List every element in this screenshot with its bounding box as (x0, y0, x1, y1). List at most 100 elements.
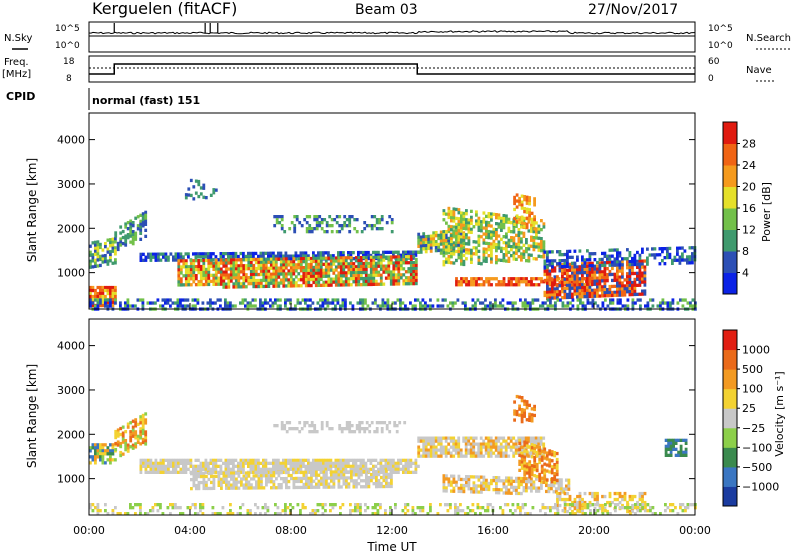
heatmap-cell (284, 304, 287, 308)
heatmap-cell (409, 464, 413, 468)
heatmap-cell (242, 270, 246, 274)
heatmap-cell (111, 246, 115, 250)
heatmap-cell (184, 467, 188, 471)
heatmap-cell (224, 282, 228, 286)
heatmap-cell (142, 461, 145, 465)
heatmap-cell (507, 277, 511, 281)
heatmap-cell (227, 458, 230, 462)
heatmap-cell (451, 304, 455, 308)
heatmap-cell (96, 443, 100, 447)
colorbar-tick-label: 8 (742, 245, 749, 258)
heatmap-cell (240, 477, 243, 481)
heatmap-cell (560, 490, 563, 494)
heatmap-cell (500, 488, 503, 492)
heatmap-cell (517, 249, 521, 253)
heatmap-cell (212, 480, 216, 484)
heatmap-cell (598, 285, 602, 289)
heatmap-cell (91, 443, 95, 447)
heatmap-cell (596, 260, 599, 265)
heatmap-cell (182, 464, 185, 468)
heatmap-cell (469, 442, 473, 446)
heatmap-cell (535, 489, 538, 493)
beam-title: Beam 03 (355, 2, 418, 18)
heatmap-cell (445, 245, 448, 249)
heatmap-cell (581, 277, 584, 281)
heatmap-cell (469, 448, 473, 452)
heatmap-cell (409, 279, 413, 283)
heatmap-cell (192, 259, 196, 263)
heatmap-cell (497, 246, 501, 250)
heatmap-cell (567, 478, 571, 482)
heatmap-cell (192, 467, 195, 471)
heatmap-cell (465, 475, 468, 479)
heatmap-cell (141, 428, 145, 433)
heatmap-cell (379, 470, 383, 474)
heatmap-cell (611, 266, 614, 271)
heatmap-cell (377, 253, 380, 258)
heatmap-cell (289, 278, 293, 282)
heatmap-cell (297, 284, 301, 288)
heatmap-cell (273, 224, 277, 228)
heatmap-cell (464, 442, 468, 446)
heatmap-cell (214, 255, 218, 259)
heatmap-cell (422, 247, 426, 251)
heatmap-cell (523, 440, 527, 444)
heatmap-cell (154, 252, 158, 256)
heatmap-cell (502, 451, 506, 455)
colorbar-tick-label: 24 (742, 159, 756, 172)
heatmap-cell (523, 207, 526, 211)
heatmap-cell (598, 288, 602, 292)
heatmap-cell (272, 474, 276, 478)
heatmap-cell (189, 262, 193, 266)
heatmap-cell (284, 458, 288, 462)
heatmap-cell (538, 460, 542, 465)
heatmap-cell (501, 298, 505, 302)
heatmap-cell (162, 467, 165, 471)
heatmap-cell (539, 439, 543, 443)
heatmap-cell (619, 301, 622, 305)
heatmap-cell (492, 245, 496, 249)
heatmap-cell (234, 251, 238, 256)
heatmap-cell (126, 221, 130, 225)
heatmap-cell (462, 238, 466, 243)
heatmap-cell (524, 436, 528, 440)
heatmap-cell (310, 470, 313, 474)
heatmap-cell (504, 442, 508, 446)
heatmap-cell (283, 424, 287, 428)
heatmap-cell (618, 293, 622, 297)
heatmap-cell (462, 226, 466, 231)
heatmap-cell (636, 259, 639, 263)
heatmap-cell (558, 494, 562, 499)
heatmap-cell (329, 262, 333, 266)
heatmap-cell (114, 441, 118, 446)
heatmap-cell (212, 273, 216, 277)
heatmap-cell (329, 268, 333, 272)
heatmap-cell (359, 301, 362, 305)
heatmap-cell (232, 267, 236, 271)
heatmap-cell (427, 448, 431, 452)
heatmap-cell (384, 304, 387, 308)
heatmap-cell (470, 248, 473, 252)
heatmap-cell (525, 241, 528, 245)
heatmap-cell (429, 237, 433, 241)
heatmap-cell (417, 232, 421, 236)
heatmap-cell (460, 220, 463, 224)
heatmap-cell (303, 421, 307, 425)
heatmap-cell (244, 254, 248, 259)
heatmap-cell (277, 461, 280, 465)
heatmap-cell (101, 303, 105, 308)
heatmap-cell (470, 280, 473, 284)
heatmap-cell (472, 451, 476, 455)
heatmap-cell (470, 209, 473, 213)
heatmap-cell (327, 277, 331, 281)
heatmap-cell (454, 448, 458, 452)
heatmap-cell (277, 284, 281, 288)
heatmap-cell (528, 445, 532, 449)
heatmap-cell (382, 467, 385, 471)
heatmap-cell (319, 251, 323, 255)
heatmap-cell (347, 470, 351, 474)
heatmap-cell (378, 218, 382, 222)
heatmap-cell (681, 298, 685, 302)
heatmap-cell (342, 256, 346, 260)
heatmap-cell (412, 270, 416, 274)
